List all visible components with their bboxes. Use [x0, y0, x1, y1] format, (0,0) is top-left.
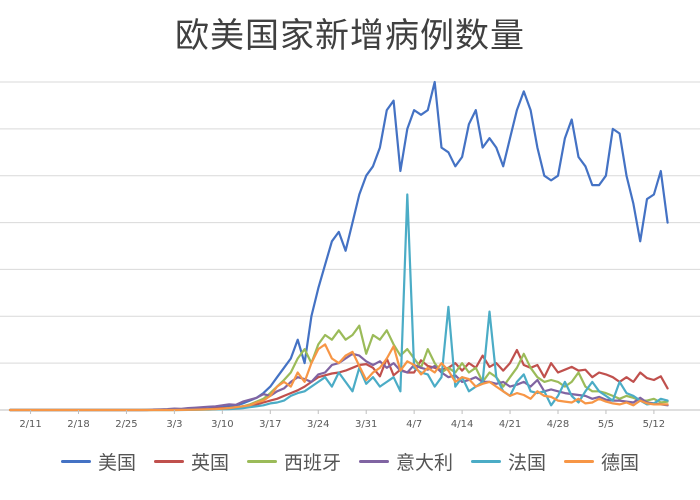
- x-tick-label: 2/11: [19, 419, 41, 430]
- series-lines: [8, 80, 669, 412]
- chart-title: 欧美国家新增病例数量: [175, 16, 525, 56]
- legend-label: 西班牙: [283, 452, 341, 474]
- legend-swatch: [564, 460, 595, 463]
- x-tick-label: 4/28: [547, 419, 569, 430]
- legend-swatch: [60, 460, 91, 463]
- legend: 美国 英国 西班牙 意大利 法国 德国: [0, 448, 700, 475]
- x-tick-label: 5/5: [598, 419, 614, 430]
- x-tick-label: 3/10: [211, 419, 233, 430]
- legend-label: 意大利: [396, 452, 454, 474]
- x-tick-label: 2/18: [67, 419, 89, 430]
- x-tick-label: 3/24: [307, 419, 329, 430]
- x-tick-label: 3/17: [259, 419, 281, 430]
- x-tick-label: 4/21: [499, 419, 521, 430]
- x-tick-label: 4/14: [451, 419, 473, 430]
- legend-swatch: [153, 460, 184, 463]
- legend-label: 法国: [508, 452, 547, 474]
- gridlines: [0, 81, 700, 411]
- legend-item: 西班牙: [246, 448, 341, 475]
- legend-swatch: [471, 460, 502, 463]
- x-tick-label: 2/25: [115, 419, 137, 430]
- legend-item: 意大利: [359, 448, 453, 475]
- legend-swatch: [246, 460, 277, 463]
- legend-item: 美国: [60, 448, 136, 475]
- legend-item: 德国: [564, 448, 639, 475]
- x-tick-label: 4/7: [406, 419, 422, 430]
- series-line-英国: [8, 348, 669, 412]
- series-line-美国: [8, 80, 669, 412]
- legend-item: 英国: [153, 448, 229, 475]
- x-tick-label: 3/31: [355, 419, 377, 430]
- series-line-德国: [8, 343, 669, 412]
- legend-label: 德国: [601, 452, 640, 474]
- legend-swatch: [359, 460, 389, 463]
- x-tick-label: 5/12: [643, 419, 665, 430]
- x-axis-ticks: 2/11 2/18 2/25 3/3 3/10 3/17 3/24 3/31 4/7 4/14 4/…: [19, 410, 665, 430]
- legend-item: 法国: [471, 448, 546, 475]
- legend-label: 英国: [190, 452, 229, 474]
- legend-label: 美国: [97, 452, 136, 474]
- series-line-法国: [8, 193, 669, 412]
- x-tick-label: 3/3: [166, 419, 182, 430]
